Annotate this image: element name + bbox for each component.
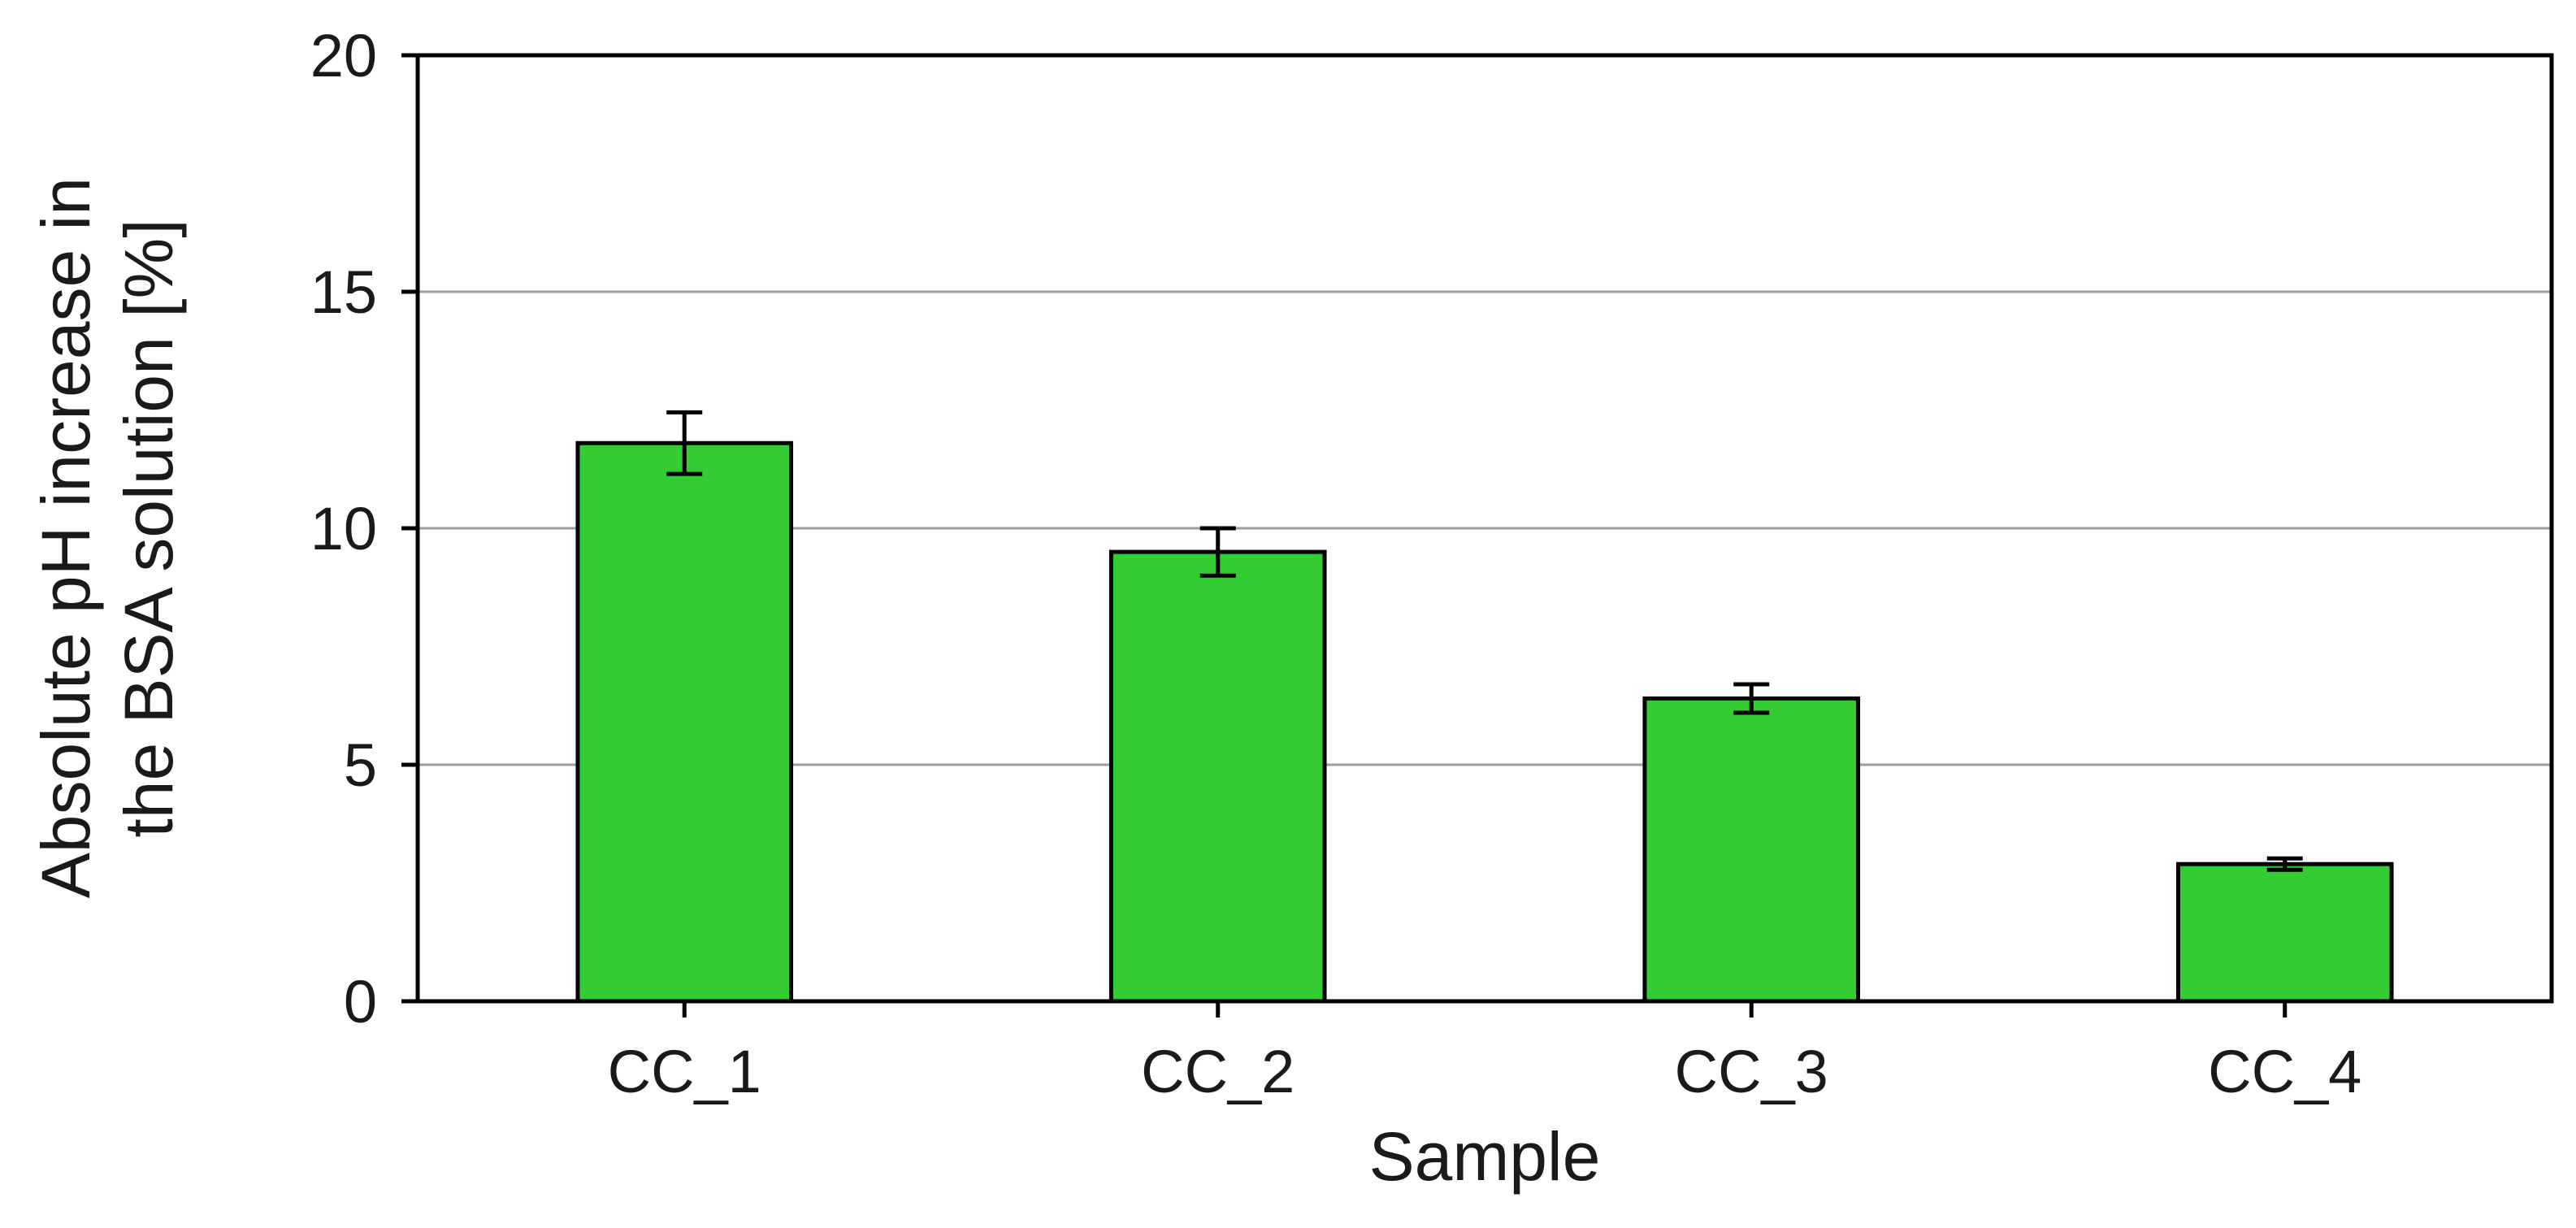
bar-cc-4 [2175, 861, 2394, 1004]
bar-cc-1 [575, 440, 794, 1004]
error-bar-cc-4 [2266, 856, 2303, 872]
x-tick-label-2: CC_2 [1141, 1038, 1295, 1105]
y-axis-title-line-1: Absolute pH increase in [28, 177, 104, 898]
x-axis-title: Sample [1369, 1118, 1601, 1195]
y-axis-title: Absolute pH increase in the BSA solution… [28, 158, 187, 899]
y-tick-label-20: 20 [310, 22, 377, 89]
error-bar-cc-2 [1199, 526, 1236, 578]
x-tick-label-3: CC_3 [1675, 1038, 1828, 1105]
bars [575, 440, 2394, 1004]
y-tick-label-0: 0 [344, 968, 377, 1035]
error-bars [666, 410, 2303, 872]
y-axis-title-line-2: the BSA solution [%] [111, 219, 187, 837]
y-axis-ticks: 0 5 10 15 20 [310, 22, 418, 1035]
x-tick-label-4: CC_4 [2208, 1038, 2361, 1105]
bar-cc-3 [1642, 696, 1861, 1004]
y-tick-label-10: 10 [310, 495, 377, 562]
y-tick-label-5: 5 [344, 731, 377, 799]
bar-cc-2 [1108, 549, 1327, 1004]
x-axis-ticks: CC_1 CC_2 CC_3 CC_4 [608, 1001, 2361, 1105]
error-bar-cc-1 [666, 410, 703, 476]
x-tick-label-1: CC_1 [608, 1038, 761, 1105]
error-bar-cc-3 [1733, 682, 1770, 715]
y-tick-label-15: 15 [310, 258, 377, 326]
